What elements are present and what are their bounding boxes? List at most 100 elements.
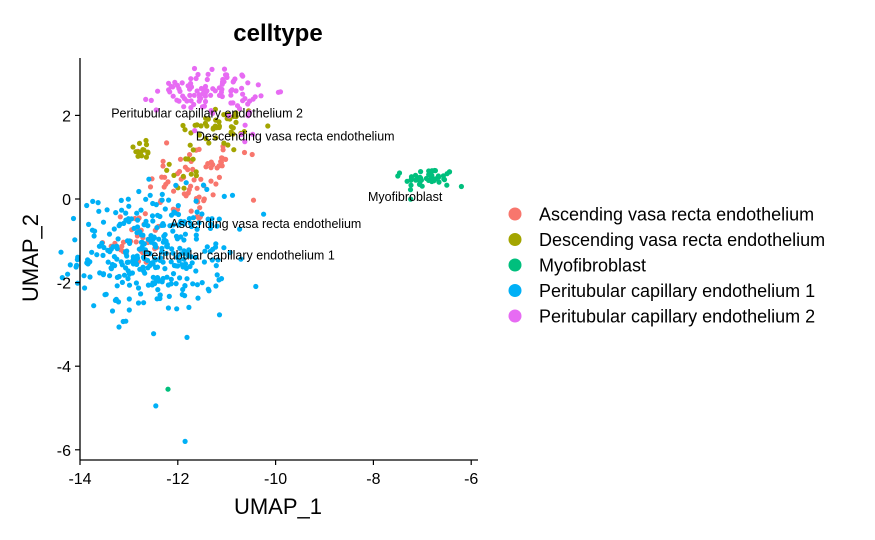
point-series-3 [199,211,205,217]
point-series-3 [200,182,207,188]
point-series-3 [132,259,138,265]
cluster-labels-layer: Peritubular capillary endothelium 2 Desce… [111,106,443,262]
point-series-3 [193,232,199,238]
point-series-3 [177,275,183,281]
point-series-0 [210,192,216,198]
point-series-0 [117,214,123,220]
point-series-3 [213,263,219,269]
point-series-3 [176,258,182,264]
point-series-4 [228,92,234,98]
point-series-1 [221,140,227,146]
point-series-1 [171,172,177,178]
point-series-3 [182,293,188,299]
point-series-4 [187,92,193,98]
point-series-3 [135,300,142,306]
point-series-3 [121,272,128,278]
legend-label: Myofibroblast [539,256,646,276]
legend-key [508,309,522,323]
point-series-3 [160,259,166,265]
point-series-4 [221,66,228,72]
point-series-3 [177,245,183,251]
point-series-3 [67,262,73,268]
point-series-0 [171,188,177,194]
x-axis-title: UMAP_1 [234,494,322,519]
y-tick-label: -6 [57,443,71,460]
point-series-3 [159,245,165,251]
point-series-4 [181,104,187,110]
point-series-3 [120,318,126,325]
point-series-4 [275,89,281,95]
point-series-0 [181,191,187,197]
point-series-3 [81,273,87,279]
point-series-4 [239,72,245,78]
cluster-label: Myofibroblast [368,190,443,204]
point-series-1 [212,106,218,112]
point-series-0 [249,151,255,158]
point-series-3 [122,249,129,255]
point-series-4 [240,98,246,104]
point-series-3 [86,221,92,227]
point-series-1 [196,132,202,138]
point-series-0 [187,152,193,158]
point-series-1 [233,119,239,125]
point-series-3 [125,276,131,282]
point-series-3 [101,244,107,251]
point-series-3 [151,331,157,337]
point-series-3 [181,221,187,227]
point-series-4 [255,82,261,88]
point-series-3 [126,296,132,302]
point-series-3 [91,233,97,239]
point-series-4 [224,72,230,78]
point-series-4 [188,105,194,111]
point-series-3 [183,265,189,271]
point-series-0 [213,181,219,187]
point-series-3 [85,257,91,263]
point-series-4 [194,88,200,94]
point-series-3 [173,281,179,287]
point-series-0 [208,159,214,165]
point-series-3 [103,291,109,297]
point-series-3 [221,245,227,251]
point-series-3 [202,248,208,254]
point-series-3 [92,228,98,234]
point-series-0 [185,167,191,173]
point-series-3 [131,255,137,261]
point-series-3 [176,222,182,228]
point-series-2 [408,182,414,188]
point-series-3 [179,262,185,268]
point-series-3 [70,215,77,222]
point-series-3 [160,239,166,245]
point-series-2 [427,171,433,177]
point-series-3 [160,221,166,227]
point-series-3 [184,276,190,282]
point-series-3 [104,207,110,213]
point-series-1 [181,185,187,191]
point-series-3 [153,403,159,409]
point-series-2 [435,173,441,179]
point-series-1 [231,147,237,153]
point-series-3 [110,244,116,250]
point-series-1 [136,140,143,146]
point-series-3 [186,304,192,310]
point-series-4 [188,76,194,82]
point-series-3 [135,217,141,223]
point-series-3 [151,234,157,240]
point-series-3 [174,306,180,312]
point-series-1 [143,137,149,144]
x-tick-label: -14 [68,471,91,488]
point-series-3 [72,237,78,243]
legend-key [508,258,522,272]
point-series-4 [233,88,239,94]
point-series-4 [219,79,226,85]
point-series-3 [100,271,107,277]
point-series-3 [199,280,205,286]
point-series-3 [170,271,177,277]
point-series-0 [120,239,127,245]
point-series-3 [190,281,196,287]
point-series-3 [162,266,168,272]
point-series-1 [135,149,141,155]
point-series-2 [417,179,423,185]
point-series-3 [204,244,210,250]
point-series-4 [195,71,201,78]
point-series-3 [182,231,188,237]
